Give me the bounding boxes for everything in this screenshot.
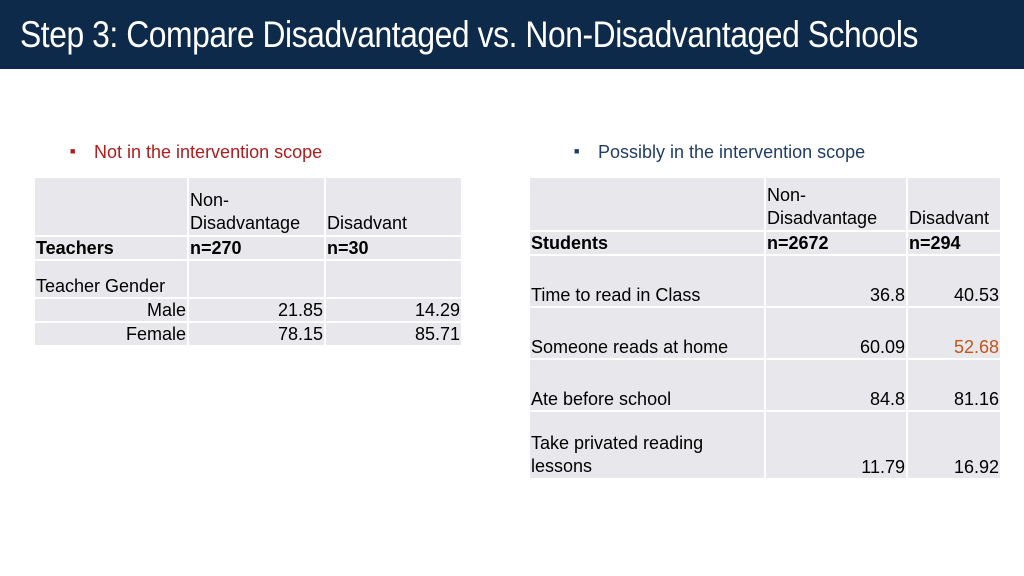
bullet-text: Possibly in the intervention scope	[598, 142, 866, 162]
column-n: n=2672	[766, 232, 906, 254]
group-label: Teacher Gender	[35, 261, 187, 297]
cell-value: 11.79	[766, 412, 906, 478]
row-label: Ate before school	[530, 360, 764, 410]
column-header: Disadvantage	[767, 208, 878, 228]
row-label-line: Take privated reading	[531, 433, 704, 453]
row-header: Students	[530, 232, 764, 254]
row-label: Take privated reading lessons	[530, 412, 764, 478]
row-label: Someone reads at home	[530, 308, 764, 358]
cell-value: 14.29	[326, 299, 461, 321]
table-row: Male 21.85 14.29	[35, 299, 461, 321]
row-label-line: lessons	[531, 456, 593, 476]
cell-value: 85.71	[326, 323, 461, 345]
cell-value: 21.85	[189, 299, 324, 321]
bullet-not-in-scope: ■ Not in the intervention scope	[70, 142, 322, 163]
square-bullet-icon: ■	[70, 146, 76, 157]
table-header-row: Non- Disadvantage Disadvant	[35, 178, 461, 235]
column-header: Disadvantage	[190, 213, 301, 233]
row-label: Female	[35, 323, 187, 345]
row-header: Teachers	[35, 237, 187, 259]
cell-value: 36.8	[766, 256, 906, 306]
column-header: Non-	[190, 190, 230, 210]
bullet-possibly-in-scope: ■ Possibly in the intervention scope	[574, 142, 865, 163]
cell-value: 40.53	[908, 256, 1000, 306]
table-row: Female 78.15 85.71	[35, 323, 461, 345]
cell-value: 78.15	[189, 323, 324, 345]
table-row: Someone reads at home 60.09 52.68	[530, 308, 1000, 358]
students-table: Non- Disadvantage Disadvant Students n=2…	[528, 176, 1002, 480]
square-bullet-icon: ■	[574, 146, 580, 157]
table-row: Take privated reading lessons 11.79 16.9…	[530, 412, 1000, 478]
cell-value-highlight: 52.68	[908, 308, 1000, 358]
column-n: n=294	[908, 232, 1000, 254]
column-header: Disadvant	[327, 213, 408, 233]
page-title: Step 3: Compare Disadvantaged vs. Non-Di…	[20, 14, 918, 55]
bullet-text: Not in the intervention scope	[94, 142, 323, 162]
table-row: Teacher Gender	[35, 261, 461, 297]
cell-value: 81.16	[908, 360, 1000, 410]
row-label: Male	[35, 299, 187, 321]
row-label: Time to read in Class	[530, 256, 764, 306]
cell-value: 60.09	[766, 308, 906, 358]
teachers-table: Non- Disadvantage Disadvant Teachers n=2…	[33, 176, 463, 347]
table-row: Ate before school 84.8 81.16	[530, 360, 1000, 410]
column-header: Disadvant	[909, 208, 990, 228]
table-header-row: Non- Disadvantage Disadvant	[530, 178, 1000, 230]
column-n: n=270	[189, 237, 324, 259]
table-row: Time to read in Class 36.8 40.53	[530, 256, 1000, 306]
column-n: n=30	[326, 237, 461, 259]
table-n-row: Students n=2672 n=294	[530, 232, 1000, 254]
table-n-row: Teachers n=270 n=30	[35, 237, 461, 259]
cell-value: 16.92	[908, 412, 1000, 478]
cell-value: 84.8	[766, 360, 906, 410]
title-bar: Step 3: Compare Disadvantaged vs. Non-Di…	[0, 0, 1024, 69]
column-header: Non-	[767, 185, 807, 205]
